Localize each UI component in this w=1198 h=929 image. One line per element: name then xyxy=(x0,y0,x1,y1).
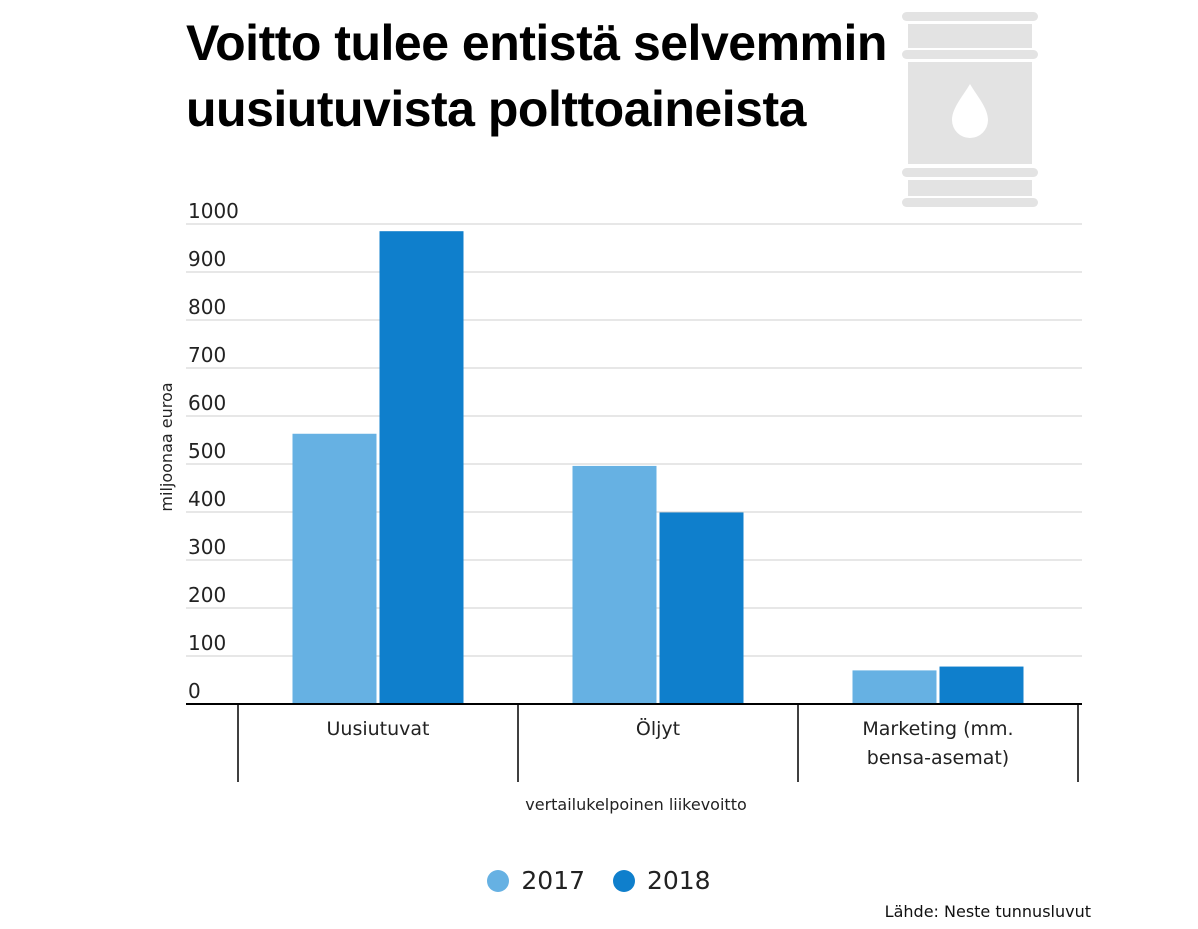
legend-swatch-2018 xyxy=(612,869,635,892)
category-label-2-line-2: bensa-asemat) xyxy=(867,747,1009,769)
y-tick-label-400: 400 xyxy=(188,487,226,511)
y-tick-label-500: 500 xyxy=(188,439,226,463)
oil-barrel-icon xyxy=(902,12,1038,207)
category-label-2: Marketing (mm. xyxy=(862,718,1013,740)
category-labels: Uusiutuvat Öljyt Marketing (mm. bensa-asema… xyxy=(327,717,1014,769)
category-label-1: Öljyt xyxy=(636,717,680,740)
chart-title-line-2: uusiutuvista polttoaineista xyxy=(186,81,806,137)
y-tick-label-600: 600 xyxy=(188,391,226,415)
x-axis xyxy=(186,703,1082,782)
bar-2017-1 xyxy=(572,465,657,704)
chart-title: Voitto tulee entistä selvemmin uusiutuvi… xyxy=(186,10,906,142)
bar-2018-2 xyxy=(939,666,1024,704)
y-tick-label-0: 0 xyxy=(188,679,201,703)
bars xyxy=(292,231,1024,704)
bar-2017-2 xyxy=(852,670,937,704)
y-axis-title: miljoonaa euroa xyxy=(157,382,176,511)
bar-2017-0 xyxy=(292,433,377,704)
category-label-0: Uusiutuvat xyxy=(327,718,430,740)
legend-item-2017: 2017 xyxy=(487,866,585,895)
source-note: Lähde: Neste tunnusluvut xyxy=(884,902,1091,921)
x-axis-title: vertailukelpoinen liikevoitto xyxy=(525,795,747,814)
y-tick-label-100: 100 xyxy=(188,631,226,655)
legend-label-2017: 2017 xyxy=(521,866,586,895)
bar-2018-0 xyxy=(379,231,464,704)
y-tick-label-1000: 1000 xyxy=(188,199,239,223)
y-axis-ticks: 0 100 200 300 400 500 600 700 800 900 1000 xyxy=(188,199,239,703)
y-tick-label-800: 800 xyxy=(188,295,226,319)
y-tick-label-900: 900 xyxy=(188,247,226,271)
legend-label-2018: 2018 xyxy=(646,866,711,895)
legend-swatch-2017 xyxy=(487,869,510,892)
legend-item-2018: 2018 xyxy=(612,866,711,895)
y-tick-label-200: 200 xyxy=(188,583,226,607)
y-tick-label-700: 700 xyxy=(188,343,226,367)
bar-2018-1 xyxy=(659,512,744,704)
y-tick-label-300: 300 xyxy=(188,535,226,559)
chart-title-line-1: Voitto tulee entistä selvemmin xyxy=(186,15,887,71)
legend: 2017 2018 xyxy=(0,866,1198,898)
